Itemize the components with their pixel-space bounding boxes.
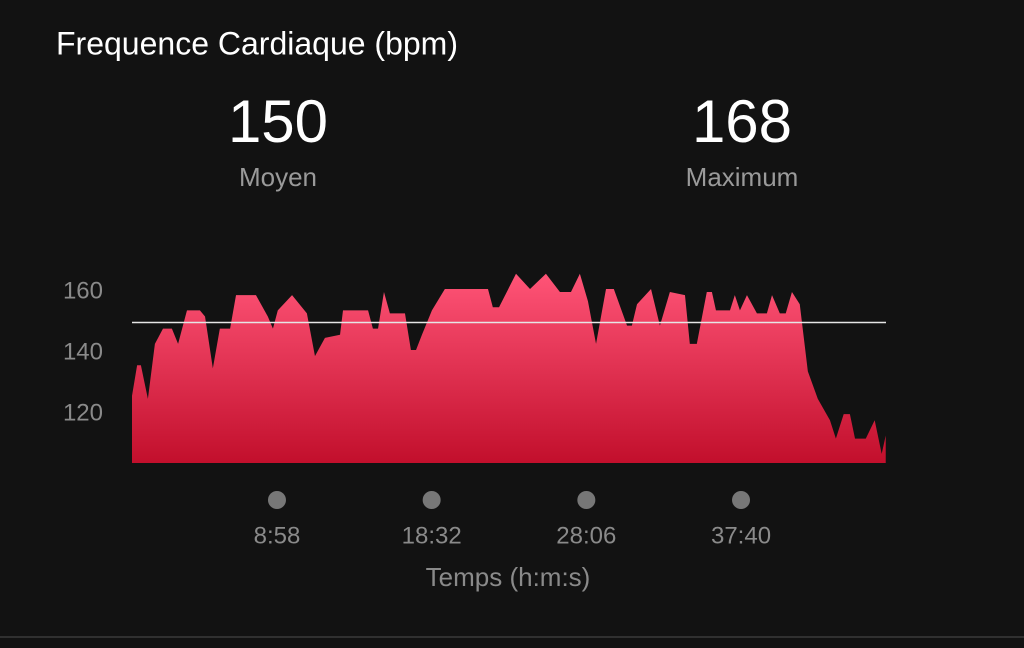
x-tick-dot [422, 491, 441, 509]
stat-value: 150 [228, 88, 328, 155]
area [132, 273, 886, 463]
x-tick-dot [267, 491, 286, 509]
stat-value: 168 [692, 88, 792, 155]
x-tick-dot [732, 491, 751, 509]
x-tick-label: 8:58 [254, 522, 301, 549]
x-axis-label: Temps (h:m:s) [426, 562, 591, 592]
x-tick-label: 37:40 [711, 522, 771, 549]
x-tick-label: 18:32 [402, 522, 462, 549]
x-tick-label: 28:06 [556, 522, 616, 549]
stat-label: Moyen [239, 162, 317, 192]
stat-label: Maximum [686, 162, 799, 192]
y-tick-label: 120 [63, 399, 103, 426]
y-tick-label: 140 [63, 338, 103, 365]
y-tick-label: 160 [63, 277, 103, 304]
chart-title: Frequence Cardiaque (bpm) [56, 25, 458, 61]
x-tick-dot [577, 491, 596, 509]
